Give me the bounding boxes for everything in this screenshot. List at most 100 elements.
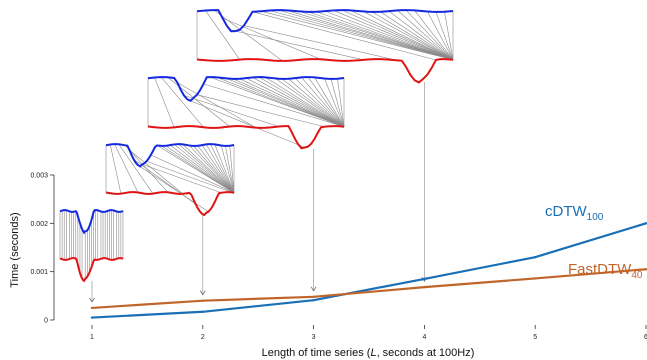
series-label-cdtw: cDTW100 (545, 203, 604, 223)
warp-path-line (178, 143, 235, 193)
warp-path-line (275, 78, 345, 127)
warp-path-line (286, 10, 454, 60)
warp-path-line (196, 94, 325, 128)
x-tick-label: 4 (422, 334, 426, 341)
warp-path-line (182, 144, 235, 193)
candidate-series-curve (147, 125, 345, 150)
warp-path-line (341, 9, 454, 60)
warp-path-line (225, 145, 235, 193)
pointer-arrow-head (199, 290, 206, 296)
candidate-series-curve (105, 191, 235, 217)
y-ticks: 0 0.001 0.002 0.003 (30, 173, 54, 325)
warp-path-line (169, 144, 235, 193)
y-tick-label: 0.003 (30, 173, 48, 180)
x-tick-label: 6 (644, 334, 647, 341)
x-axis-title-italic: L (370, 347, 376, 359)
x-axis-title-suffix: , seconds at 100Hz) (377, 347, 475, 359)
warp-path-line (193, 145, 235, 193)
warp-path-line (294, 77, 345, 127)
warp-path-line (109, 144, 122, 194)
warp-path-line (229, 145, 235, 193)
warp-path-line (245, 77, 345, 127)
x-tick-label: 1 (90, 334, 94, 341)
warp-path-line (316, 11, 454, 60)
warp-path-line (190, 100, 305, 148)
warp-path-line (188, 145, 235, 193)
warp-path-line (210, 143, 235, 193)
warp-path-line (174, 144, 235, 193)
warp-path-line (324, 10, 454, 60)
warp-path-line (444, 11, 454, 60)
series-name-fastdtw: FastDTW (568, 261, 632, 278)
x-axis-title-prefix: Length of time series ( (262, 347, 371, 359)
x-axis-title: Length of time series (L, seconds at 100… (262, 347, 475, 359)
warp-path-line (167, 77, 230, 127)
y-tick-label: 0.001 (30, 269, 48, 276)
warp-path-line (414, 10, 454, 60)
warp-path-line (380, 11, 454, 60)
inset-2 (105, 143, 235, 217)
warp-path-line (137, 164, 209, 212)
warp-path-line (307, 11, 454, 60)
warp-path-line (201, 144, 235, 193)
warp-path-line (197, 145, 235, 193)
axes: 0 0.001 0.002 0.003 1 2 3 4 5 6 Time (seconds) L… (9, 173, 647, 360)
warp-path-line (288, 78, 345, 127)
warp-path-line (307, 76, 345, 127)
warp-path-line (252, 77, 345, 127)
warp-path-line (330, 78, 345, 127)
series-line-0 (91, 222, 647, 319)
series-name-cdtw: cDTW (545, 203, 587, 220)
dtw-alignment-insets (59, 9, 454, 283)
warp-path-line (239, 78, 345, 127)
warp-path-line (324, 78, 345, 127)
warp-path-line (150, 154, 235, 193)
series-lines (90, 222, 647, 319)
warp-path-line (118, 144, 154, 194)
warp-path-line (301, 77, 345, 127)
warp-path-line (114, 143, 139, 193)
warp-path-line (243, 25, 398, 61)
inset-1 (59, 209, 124, 283)
series-label-fastdtw: FastDTW40 (568, 261, 643, 281)
warp-path-line (260, 10, 454, 60)
warp-path-line (235, 30, 364, 61)
warp-path-line (314, 77, 345, 127)
warp-path-line (226, 78, 345, 127)
warp-path-line (269, 10, 454, 60)
series-point-1 (312, 295, 315, 298)
series-point-1 (201, 299, 204, 302)
x-tick-label: 5 (533, 334, 537, 341)
pointer-arrow-head (89, 297, 95, 303)
series-point-0 (201, 310, 204, 313)
warp-path-line (203, 83, 345, 127)
warp-path-line (209, 76, 345, 127)
warp-path-line (277, 9, 454, 60)
warp-path-line (161, 145, 235, 193)
warp-path-line (265, 77, 345, 127)
warp-path-line (281, 78, 345, 127)
warp-path-line (146, 160, 232, 193)
warp-path-line (333, 10, 454, 60)
series-point-1 (534, 277, 537, 280)
series-subscript-fastdtw: 40 (631, 270, 643, 281)
warp-path-line (129, 149, 183, 195)
warp-path-line (214, 144, 235, 193)
warp-path-line (258, 76, 345, 127)
series-subscript-cdtw: 100 (587, 212, 604, 223)
series-point-0 (644, 222, 647, 225)
warp-path-line (388, 10, 454, 60)
series-point-0 (534, 255, 537, 259)
series-point-0 (90, 316, 94, 319)
warp-path-line (337, 78, 345, 127)
warp-path-line (206, 144, 235, 193)
series-point-1 (90, 306, 94, 310)
warp-path-line (213, 9, 283, 62)
x-ticks: 1 2 3 4 5 6 (90, 325, 647, 341)
warp-path-line (220, 145, 235, 193)
warp-path-line (427, 11, 454, 60)
warp-path-line (363, 11, 454, 60)
warp-path-line (405, 9, 454, 60)
warp-path-line (142, 163, 222, 194)
warp-path-line (397, 10, 454, 60)
